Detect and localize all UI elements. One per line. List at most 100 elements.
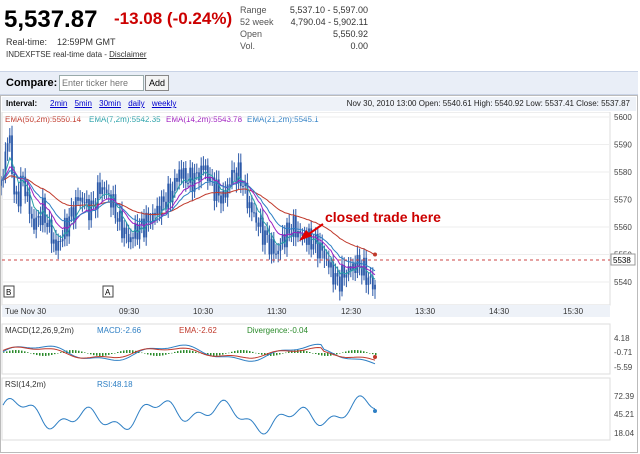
candle-body: [283, 234, 286, 248]
macd-endpoint: [373, 355, 377, 359]
candle-body: [24, 176, 27, 197]
marker-b-box: [3, 285, 15, 298]
ema-line: [1, 170, 376, 272]
candle-body: [61, 239, 64, 242]
candle-body: [39, 215, 42, 226]
candle-body: [158, 205, 161, 216]
candle-body: [334, 273, 337, 285]
compare-label: Compare:: [6, 77, 58, 89]
interval-30min[interactable]: 30min: [99, 99, 121, 108]
candle-body: [202, 165, 205, 171]
macd-bar: [33, 353, 35, 355]
interval-2min[interactable]: 2min: [50, 99, 68, 108]
candle-body: [213, 177, 216, 201]
macd-bar: [39, 353, 41, 356]
disclaimer-link[interactable]: Disclaimer: [109, 50, 147, 59]
rsi-panel: RSI(14,2m) RSI:48.18 72.39 45.21 18.04: [1, 377, 635, 441]
macd-bar: [279, 353, 281, 355]
macd-bar: [57, 353, 59, 354]
macd-bar: [36, 353, 38, 356]
macd-bar: [285, 352, 287, 354]
macd-bar: [3, 352, 5, 353]
macd-bar: [306, 351, 308, 353]
ema21-legend: EMA(21,2m):5545.1: [247, 115, 319, 124]
macd-bar: [216, 353, 218, 356]
candle-body: [147, 212, 150, 223]
candle-body: [217, 179, 220, 196]
macd-bar: [246, 350, 248, 353]
macd-bar: [186, 350, 188, 353]
last-price: 5,537.87: [4, 6, 98, 33]
candle-body: [224, 190, 227, 198]
add-compare-button[interactable]: Add: [145, 75, 169, 91]
marker-a[interactable]: A: [102, 285, 114, 298]
macd-bar: [120, 351, 122, 353]
price-tick: 5570: [614, 196, 632, 205]
price-tick: 5560: [614, 223, 632, 232]
candle-body: [123, 227, 126, 239]
candle-body: [85, 199, 88, 204]
price-tick: 5590: [614, 141, 632, 150]
candle-body: [46, 222, 49, 228]
candle-body: [270, 238, 273, 255]
macd-params: MACD(12,26,9,2m): [5, 326, 74, 335]
stat-value: 4,790.04 - 5,902.11: [290, 17, 368, 27]
interval-daily[interactable]: daily: [128, 99, 145, 108]
rsi-tick: 18.04: [614, 429, 635, 438]
candle-body: [127, 233, 130, 243]
macd-tick: -5.59: [614, 363, 633, 372]
candle-body: [121, 211, 123, 239]
macd-bar: [18, 350, 20, 353]
macd-bar: [336, 353, 338, 355]
candle-body: [74, 197, 77, 221]
rsi-params: RSI(14,2m): [5, 380, 46, 389]
stat-label: Range: [240, 5, 267, 15]
macd-bar: [12, 350, 14, 353]
candle-body: [48, 219, 51, 228]
interval-weekly[interactable]: weekly: [151, 99, 177, 108]
candle-body: [88, 199, 90, 221]
macd-bar: [231, 351, 233, 353]
macd-bar: [150, 353, 152, 356]
candle-body: [44, 197, 46, 223]
candle-body: [77, 197, 79, 201]
time-tick: 09:30: [119, 307, 140, 316]
macd-bar: [168, 353, 170, 354]
macd-bar: [315, 353, 317, 354]
candle-body: [277, 250, 280, 255]
macd-bar: [312, 352, 314, 354]
candle-body: [195, 172, 198, 174]
macd-bar: [198, 352, 200, 354]
candle-body: [26, 191, 29, 197]
price-grid: [2, 116, 610, 283]
stat-52week: 52 week 4,790.04 - 5,902.11: [240, 16, 368, 28]
interval-5min[interactable]: 5min: [74, 99, 92, 108]
candle-body: [374, 284, 376, 290]
macd-bar: [222, 353, 224, 355]
candle-body: [319, 242, 321, 259]
macd-bar: [81, 351, 83, 353]
time-tick: 15:30: [563, 307, 584, 316]
marker-b[interactable]: B: [3, 285, 15, 298]
candle-body: [290, 233, 293, 237]
candle-body: [81, 197, 84, 203]
ema-line: [1, 156, 376, 280]
macd-bar: [288, 351, 290, 353]
price-change: -13.08 (-0.24%): [114, 9, 233, 28]
candle-body: [182, 168, 185, 179]
macd-bar: [174, 351, 176, 353]
ema-line: [1, 175, 376, 256]
candle-body: [297, 231, 299, 238]
chart-panel: Interval: 2min 5min 30min daily weekly N…: [0, 95, 638, 453]
time-tick: Tue Nov 30: [5, 307, 47, 316]
stock-chart[interactable]: EMA(50,2m):5550.14 EMA(7,2m):5542.35 EMA…: [1, 112, 637, 452]
compare-ticker-input[interactable]: [59, 75, 144, 91]
candle-body: [15, 191, 18, 195]
arrowhead-icon: [299, 230, 312, 241]
macd-bar: [189, 350, 191, 353]
candle-body: [204, 165, 207, 171]
candle-body: [173, 177, 176, 191]
source-text: INDEXFTSE real-time data -: [6, 50, 107, 59]
candle-body: [101, 187, 104, 194]
candle-body: [226, 184, 229, 198]
